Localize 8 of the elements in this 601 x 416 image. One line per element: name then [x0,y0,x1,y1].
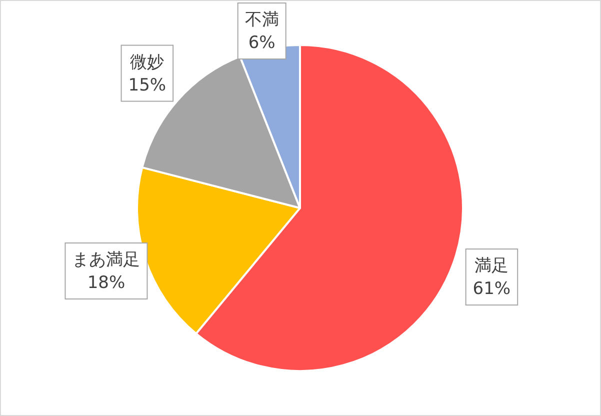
data-label: 18% [87,272,126,293]
slice-label: 満足 [474,256,509,276]
slice-label: まあ満足 [72,250,140,270]
data-label: 61% [472,279,511,300]
slice-label: 微妙 [130,52,164,72]
data-label: 6% [248,33,276,53]
data-label: 15% [128,75,166,96]
slice-label: 不満 [244,10,279,30]
